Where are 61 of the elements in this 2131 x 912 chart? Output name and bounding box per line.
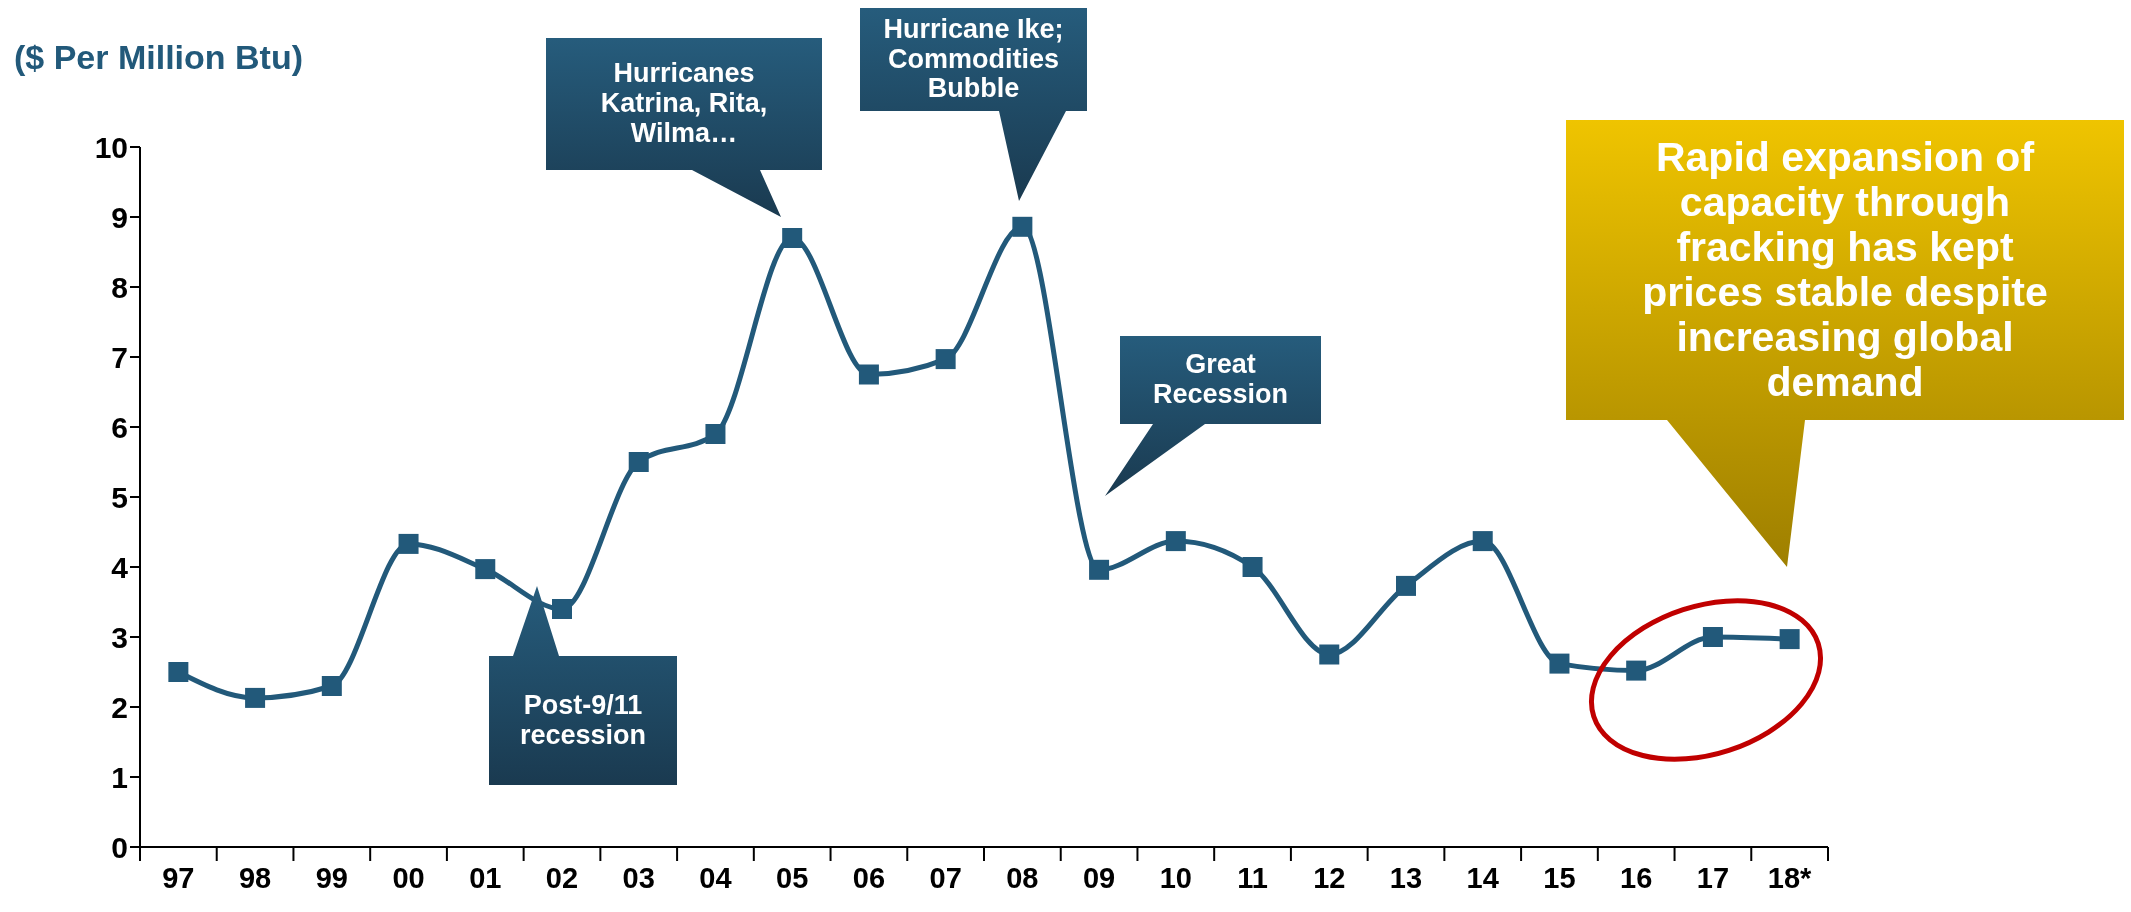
- x-tick-label: 09: [1082, 861, 1116, 894]
- point: [1396, 575, 1416, 596]
- point: [1089, 559, 1110, 580]
- annotation: Rapid expansion of capacity through fracking has kept prices stable despite increasing global demand: [1641, 133, 2049, 406]
- point: [782, 228, 803, 248]
- point: [1549, 653, 1570, 674]
- x-tick-label: 00: [392, 861, 425, 894]
- x-tick-label: 15: [1543, 861, 1576, 894]
- y-tick-label: 1: [111, 760, 128, 794]
- y-tick-label: 7: [111, 340, 128, 374]
- x-tick-label: 03: [622, 861, 655, 894]
- point: [1242, 557, 1263, 577]
- x-tick-label: 98: [238, 861, 272, 894]
- y-axis-title: ($ Per Million Btu): [14, 38, 303, 77]
- x-tick-label: 13: [1389, 861, 1423, 894]
- point: [1165, 531, 1186, 552]
- point: [245, 687, 266, 708]
- point: [168, 662, 189, 682]
- point: [858, 364, 879, 385]
- x-tick-label: 17: [1696, 861, 1730, 894]
- point: [1472, 531, 1493, 552]
- point: [1779, 629, 1800, 650]
- annotation: Great Recession: [1151, 349, 1290, 410]
- annotation: Post-9/11 recession: [518, 689, 648, 751]
- point: [935, 349, 956, 370]
- x-tick-label: 18*: [1767, 861, 1813, 894]
- annotation: Hurricanes Katrina, Rita, Wilma…: [599, 58, 769, 149]
- y-tick-label: 4: [111, 550, 129, 584]
- x-tick-label: 02: [545, 861, 579, 894]
- point: [1702, 627, 1723, 647]
- x-tick-label: 10: [1159, 861, 1192, 894]
- y-tick-label: 8: [111, 270, 128, 304]
- x-tick-label: 11: [1237, 861, 1268, 894]
- x-tick-label: 07: [929, 861, 962, 894]
- x-tick-label: 08: [1006, 861, 1039, 894]
- x-tick-label: 12: [1313, 861, 1346, 894]
- y-tick-label: 6: [111, 410, 128, 444]
- x-tick-label: 99: [315, 861, 348, 894]
- point: [705, 424, 726, 444]
- x-tick-label: 97: [162, 861, 195, 894]
- point: [1012, 216, 1033, 237]
- point: [475, 559, 496, 580]
- y-tick-label: 0: [111, 830, 128, 864]
- x-tick-label: 06: [852, 861, 886, 894]
- text: Hurricane Ike; Commodities Bubble: [882, 13, 1065, 105]
- point: [321, 676, 342, 696]
- point: [628, 452, 649, 472]
- point: [398, 533, 419, 554]
- point: [552, 599, 572, 619]
- point: [1319, 644, 1340, 665]
- point: [1626, 660, 1647, 681]
- x-tick-label: 04: [699, 861, 732, 894]
- x-tick-label: 14: [1466, 861, 1499, 894]
- y-tick-label: 10: [94, 130, 128, 164]
- y-tick-label: 2: [111, 690, 128, 724]
- x-tick-label: 01: [469, 861, 502, 894]
- y-tick-label: 3: [111, 620, 128, 654]
- y-tick-label: 5: [111, 480, 128, 514]
- y-tick-label: 9: [111, 200, 128, 234]
- x-tick-label: 16: [1620, 861, 1653, 894]
- x-tick-label: 05: [776, 861, 809, 894]
